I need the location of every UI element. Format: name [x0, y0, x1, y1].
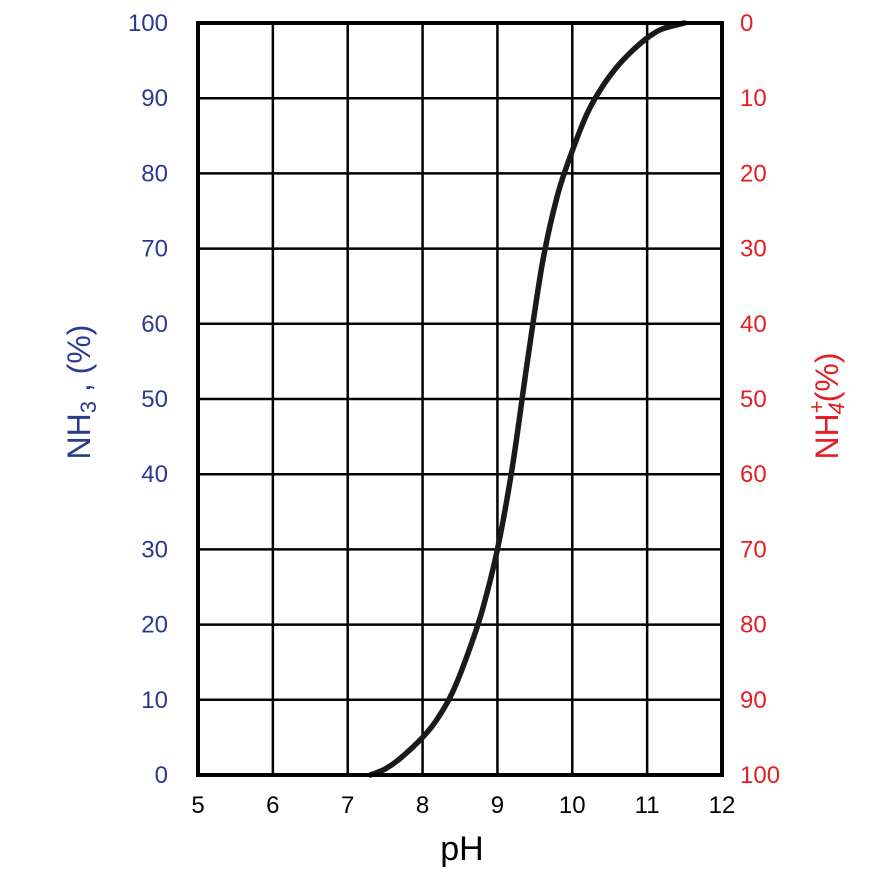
- y-right-tick-label: 50: [740, 386, 767, 413]
- y-left-tick-label: 80: [141, 160, 168, 187]
- y-left-tick-label: 50: [141, 386, 168, 413]
- y-right-tick-label: 20: [740, 160, 767, 187]
- y-right-tick-label: 100: [740, 762, 780, 789]
- y-right-tick-label: 10: [740, 85, 767, 112]
- y-right-label-main: NH: [809, 413, 845, 459]
- y-left-tick-label: 20: [141, 612, 168, 639]
- x-tick-label: 6: [266, 792, 279, 819]
- x-axis-label: pH: [440, 830, 483, 868]
- y-left-label-sub: 3: [76, 401, 101, 413]
- x-tick-label: 8: [416, 792, 429, 819]
- y-left-label-suffix: , (%): [61, 325, 97, 401]
- y-left-label-main: NH: [61, 413, 97, 459]
- x-tick-label: 11: [635, 792, 660, 819]
- y-right-tick-label: 90: [740, 687, 767, 714]
- y-right-tick-label: 80: [740, 612, 767, 639]
- x-tick-label: 7: [341, 792, 354, 819]
- y-right-label-sub: 4: [824, 402, 849, 414]
- y-left-tick-label: 10: [141, 687, 168, 714]
- y-left-tick-label: 60: [141, 311, 168, 338]
- y-right-tick-label: 40: [740, 311, 767, 338]
- series-line: [367, 20, 688, 778]
- y-right-tick-label: 30: [740, 236, 767, 263]
- y-left-tick-label: 30: [141, 536, 168, 563]
- y-left-tick-label: 0: [155, 762, 168, 789]
- y-axis-left-label: NH3 , (%): [61, 325, 101, 460]
- grid: [196, 21, 724, 777]
- y-left-tick-label: 90: [141, 85, 168, 112]
- y-left-tick-label: 70: [141, 236, 168, 263]
- tick-labels: 5 6 7 8 9 10 11 1201020304050607080901001009080…: [128, 10, 780, 819]
- y-right-label-suffix: (%): [809, 352, 845, 402]
- x-tick-label: 9: [491, 792, 504, 819]
- y-left-tick-label: 40: [141, 461, 168, 488]
- plot-frame: [196, 21, 724, 777]
- y-axis-right-label: NH+4(%): [804, 352, 849, 459]
- y-right-tick-label: 70: [740, 536, 767, 563]
- y-right-tick-label: 60: [740, 461, 767, 488]
- x-tick-label: 12: [709, 792, 736, 819]
- curve-layer: [367, 20, 688, 778]
- y-left-tick-label: 100: [128, 10, 168, 37]
- y-right-tick-label: 0: [740, 10, 753, 37]
- x-tick-label: 5: [191, 792, 204, 819]
- x-tick-label: 10: [559, 792, 586, 819]
- y-right-label-sup: +: [804, 400, 829, 413]
